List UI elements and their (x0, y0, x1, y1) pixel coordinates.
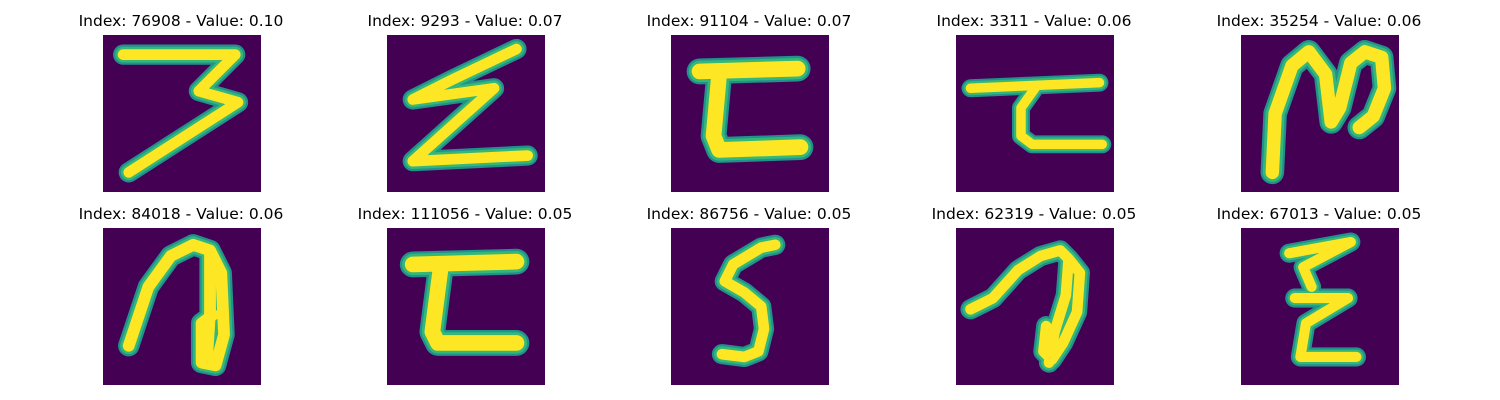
panel-title: Index: 84018 - Value: 0.06 (31, 204, 331, 224)
hook-a-glyph-2 (956, 228, 1114, 385)
digit-image (956, 35, 1114, 192)
digit-image (387, 35, 545, 192)
hook-a-glyph (103, 228, 261, 385)
image-panel-5: Index: 35254 - Value: 0.06 (1169, 0, 1469, 190)
stacked-z-glyph (1241, 228, 1399, 385)
digit-3-glyph (103, 35, 261, 192)
image-panel-1: Index: 76908 - Value: 0.10 (31, 0, 331, 190)
image-panel-3: Index: 91104 - Value: 0.07 (599, 0, 899, 190)
panel-title: Index: 111056 - Value: 0.05 (315, 204, 615, 224)
image-panel-6: Index: 84018 - Value: 0.06 (31, 193, 331, 383)
panel-title: Index: 3311 - Value: 0.06 (884, 11, 1184, 31)
panel-title: Index: 76908 - Value: 0.10 (31, 11, 331, 31)
image-panel-4: Index: 3311 - Value: 0.06 (884, 0, 1184, 190)
zigzag-z-glyph (387, 35, 545, 192)
loop-n-glyph (1241, 35, 1399, 192)
panel-title: Index: 91104 - Value: 0.07 (599, 11, 899, 31)
image-panel-10: Index: 67013 - Value: 0.05 (1169, 193, 1469, 383)
bracket-c-glyph-2 (387, 228, 545, 385)
digit-image (103, 228, 261, 385)
image-panel-9: Index: 62319 - Value: 0.05 (884, 193, 1184, 383)
digit-image (671, 35, 829, 192)
panel-title: Index: 86756 - Value: 0.05 (599, 204, 899, 224)
image-panel-2: Index: 9293 - Value: 0.07 (315, 0, 615, 190)
bracket-c-glyph (671, 35, 829, 192)
digit-5-glyph (671, 228, 829, 385)
digit-image (956, 228, 1114, 385)
digit-image (671, 228, 829, 385)
digit-image (387, 228, 545, 385)
digit-image (103, 35, 261, 192)
panel-title: Index: 9293 - Value: 0.07 (315, 11, 615, 31)
digit-image (1241, 35, 1399, 192)
panel-title: Index: 62319 - Value: 0.05 (884, 204, 1184, 224)
bar-c-glyph (956, 35, 1114, 192)
panel-title: Index: 67013 - Value: 0.05 (1169, 204, 1469, 224)
image-panel-8: Index: 86756 - Value: 0.05 (599, 193, 899, 383)
digit-image (1241, 228, 1399, 385)
image-panel-7: Index: 111056 - Value: 0.05 (315, 193, 615, 383)
panel-title: Index: 35254 - Value: 0.06 (1169, 11, 1469, 31)
